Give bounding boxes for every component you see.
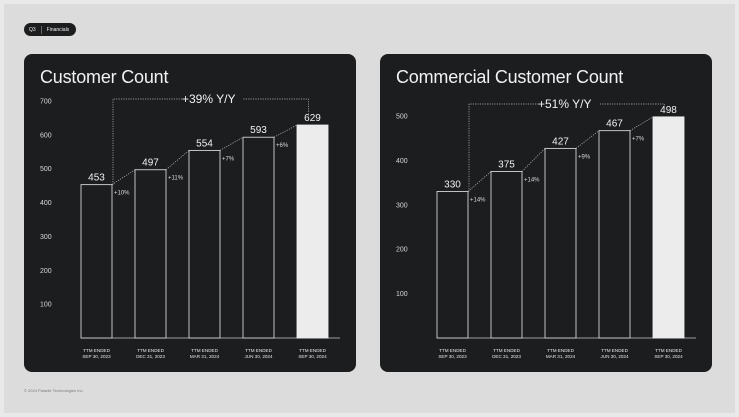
x-category-label-line2: MAR 31, 2024 xyxy=(546,354,576,359)
y-tick-label: 300 xyxy=(396,202,408,209)
bar xyxy=(490,171,523,339)
copyright-footer: © 2024 Palantir Technologies Inc. xyxy=(24,388,84,393)
commercial-customer-count-chart: 100 200 300 400 500 330 375 427 467 498 +14% +14% +9… xyxy=(396,96,696,359)
bar xyxy=(134,169,167,339)
header-divider xyxy=(40,25,42,34)
growth-label: +9% xyxy=(578,154,591,160)
bar xyxy=(242,136,275,339)
growth-connector xyxy=(111,169,136,185)
y-tick-label: 400 xyxy=(40,200,52,207)
growth-connector xyxy=(521,148,546,172)
x-category-label-line1: TTM ENDED xyxy=(245,348,272,353)
y-tick-label: 700 xyxy=(40,99,52,106)
growth-connector xyxy=(273,124,298,138)
y-tick-label: 500 xyxy=(396,114,408,121)
y-tick-label: 500 xyxy=(40,166,52,173)
bar-value-label: 375 xyxy=(498,160,515,171)
page-label: Q3 xyxy=(29,26,36,33)
yoy-label: +39% Y/Y xyxy=(182,92,235,106)
chart-title: Commercial Customer Count xyxy=(396,67,624,87)
growth-connector xyxy=(575,130,600,149)
y-tick-label: 100 xyxy=(396,291,408,298)
y-tick-label: 600 xyxy=(40,132,52,139)
x-category-label-line2: SEP 30, 2023 xyxy=(82,354,111,359)
bar-value-label: 498 xyxy=(660,105,677,116)
growth-label: +14% xyxy=(470,197,486,203)
bar-value-label: 593 xyxy=(250,125,267,136)
x-category-label-line1: TTM ENDED xyxy=(601,348,628,353)
growth-connector xyxy=(219,136,244,151)
y-tick-label: 300 xyxy=(40,234,52,241)
bar-value-label: 453 xyxy=(88,173,105,184)
growth-label: +7% xyxy=(632,137,645,143)
growth-label: +11% xyxy=(168,176,184,182)
growth-connector xyxy=(165,150,190,170)
x-category-label-line2: MAR 31, 2024 xyxy=(190,354,220,359)
customer-count-chart: 100 200 300 400 500 600 700 453 497 554 593 629 +10%… xyxy=(40,91,340,359)
bar xyxy=(436,191,469,339)
bar xyxy=(80,184,113,339)
bar-value-label: 330 xyxy=(444,179,461,190)
bar xyxy=(598,130,631,339)
growth-label: +10% xyxy=(114,191,130,197)
x-category-label-line1: TTM ENDED xyxy=(191,348,218,353)
growth-label: +7% xyxy=(222,156,235,162)
bar xyxy=(188,149,221,339)
bar-value-label: 427 xyxy=(552,136,569,147)
x-category-label-line2: DEC 31, 2023 xyxy=(136,354,165,359)
x-category-label-line2: JUN 30, 2024 xyxy=(600,354,629,359)
growth-connector xyxy=(467,171,492,192)
yoy-label-bg xyxy=(538,96,599,110)
x-category-label-line2: SEP 30, 2024 xyxy=(298,354,327,359)
commercial-customer-count-panel: Commercial Customer Count 100 200 300 400 50… xyxy=(380,54,712,372)
y-tick-label: 200 xyxy=(40,268,52,275)
x-category-label-line2: SEP 30, 2024 xyxy=(654,354,683,359)
x-category-label-line1: TTM ENDED xyxy=(83,348,110,353)
customer-count-panel: Customer Count 100 200 300 400 500 600 700 453 4… xyxy=(24,54,356,372)
yoy-label-bg xyxy=(182,91,243,105)
y-tick-label: 100 xyxy=(40,302,52,309)
growth-connector xyxy=(629,116,654,131)
y-tick-label: 200 xyxy=(396,247,408,254)
bar-value-label: 467 xyxy=(606,119,623,130)
x-category-label-line1: TTM ENDED xyxy=(547,348,574,353)
yoy-label: +51% Y/Y xyxy=(538,97,591,111)
y-tick-label: 400 xyxy=(396,158,408,165)
x-category-label-line1: TTM ENDED xyxy=(493,348,520,353)
growth-label: +14% xyxy=(524,178,540,184)
bar xyxy=(544,147,577,339)
section-label: Financials xyxy=(46,26,70,33)
x-category-label-line1: TTM ENDED xyxy=(137,348,164,353)
bar-value-label: 497 xyxy=(142,158,159,169)
x-category-label-line1: TTM ENDED xyxy=(299,348,326,353)
x-category-label-line1: TTM ENDED xyxy=(655,348,682,353)
chart-title: Customer Count xyxy=(40,67,169,87)
growth-label: +6% xyxy=(276,143,289,149)
x-category-label-line1: TTM ENDED xyxy=(439,348,466,353)
x-category-label-line2: SEP 30, 2023 xyxy=(438,354,467,359)
x-category-label-line2: DEC 31, 2023 xyxy=(492,354,521,359)
bar-value-label: 554 xyxy=(196,138,213,149)
bar-highlight xyxy=(296,124,329,339)
bar-highlight xyxy=(652,116,685,339)
x-category-label-line2: JUN 30, 2024 xyxy=(244,354,273,359)
bar-value-label: 629 xyxy=(304,113,321,124)
section-header: Q3 Financials xyxy=(24,23,77,36)
